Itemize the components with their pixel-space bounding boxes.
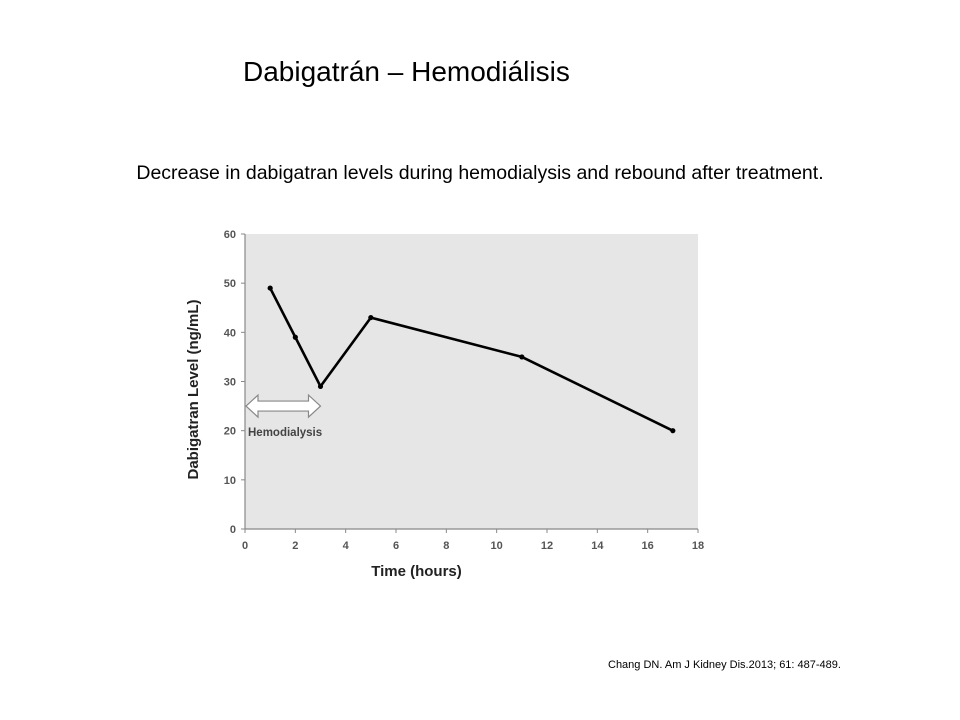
chart-svg: 0 10 20 30 40 50 60 0 2 4 6 8 10 12 14 16 18 Hemodialysi… <box>185 229 704 580</box>
y-tick-label: 50 <box>224 278 236 290</box>
x-tick-label: 0 <box>242 540 248 552</box>
y-tick-label: 40 <box>224 327 236 339</box>
y-axis-title: Dabigatran Level (ng/mL) <box>185 299 202 479</box>
data-point <box>292 334 298 340</box>
chart: 0 10 20 30 40 50 60 0 2 4 6 8 10 12 14 16 18 Hemodialysi… <box>180 218 720 588</box>
data-point <box>368 314 374 321</box>
x-tick-label: 8 <box>443 540 449 552</box>
slide-subtitle: Decrease in dabigatran levels during hem… <box>136 162 824 184</box>
x-tick-label: 10 <box>491 540 503 552</box>
y-tick-label: 0 <box>230 524 236 536</box>
plot-area <box>245 234 698 529</box>
y-tick-label: 10 <box>224 475 236 487</box>
y-tick-label: 60 <box>224 229 236 241</box>
data-point <box>670 428 676 434</box>
x-tick-label: 12 <box>541 540 553 552</box>
hemodialysis-label: Hemodialysis <box>248 427 322 439</box>
y-tick-label: 30 <box>224 377 236 389</box>
slide-title: Dabigatrán – Hemodiálisis <box>243 56 570 87</box>
citation: Chang DN. Am J Kidney Dis.2013; 61: 487-… <box>608 659 841 671</box>
y-tick-label: 20 <box>224 426 236 438</box>
hemodialysis-arrow <box>245 393 322 419</box>
x-tick-label: 18 <box>692 540 704 552</box>
x-tick-label: 6 <box>393 540 399 552</box>
x-tick-label: 2 <box>292 540 298 552</box>
series-line <box>269 287 674 432</box>
data-point <box>267 285 273 291</box>
data-point <box>519 354 525 360</box>
x-tick-label: 16 <box>642 540 654 552</box>
data-point <box>317 383 324 390</box>
x-tick-label: 14 <box>591 540 604 552</box>
x-tick-label: 4 <box>343 540 350 552</box>
x-axis-title: Time (hours) <box>371 563 462 580</box>
